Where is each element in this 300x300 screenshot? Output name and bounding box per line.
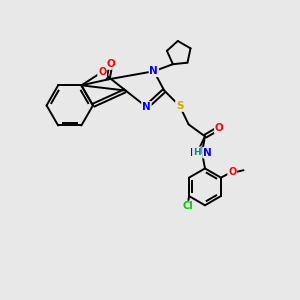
Text: O: O xyxy=(98,67,106,77)
Text: O: O xyxy=(215,123,224,133)
Text: N: N xyxy=(190,148,199,158)
Text: S: S xyxy=(176,101,184,111)
Text: N: N xyxy=(203,148,212,158)
Text: H: H xyxy=(194,147,201,156)
Text: N: N xyxy=(142,102,151,112)
Text: N: N xyxy=(149,66,158,76)
Text: O: O xyxy=(228,167,236,177)
Text: H: H xyxy=(193,148,200,157)
Text: Cl: Cl xyxy=(182,202,193,212)
Text: O: O xyxy=(107,59,116,69)
